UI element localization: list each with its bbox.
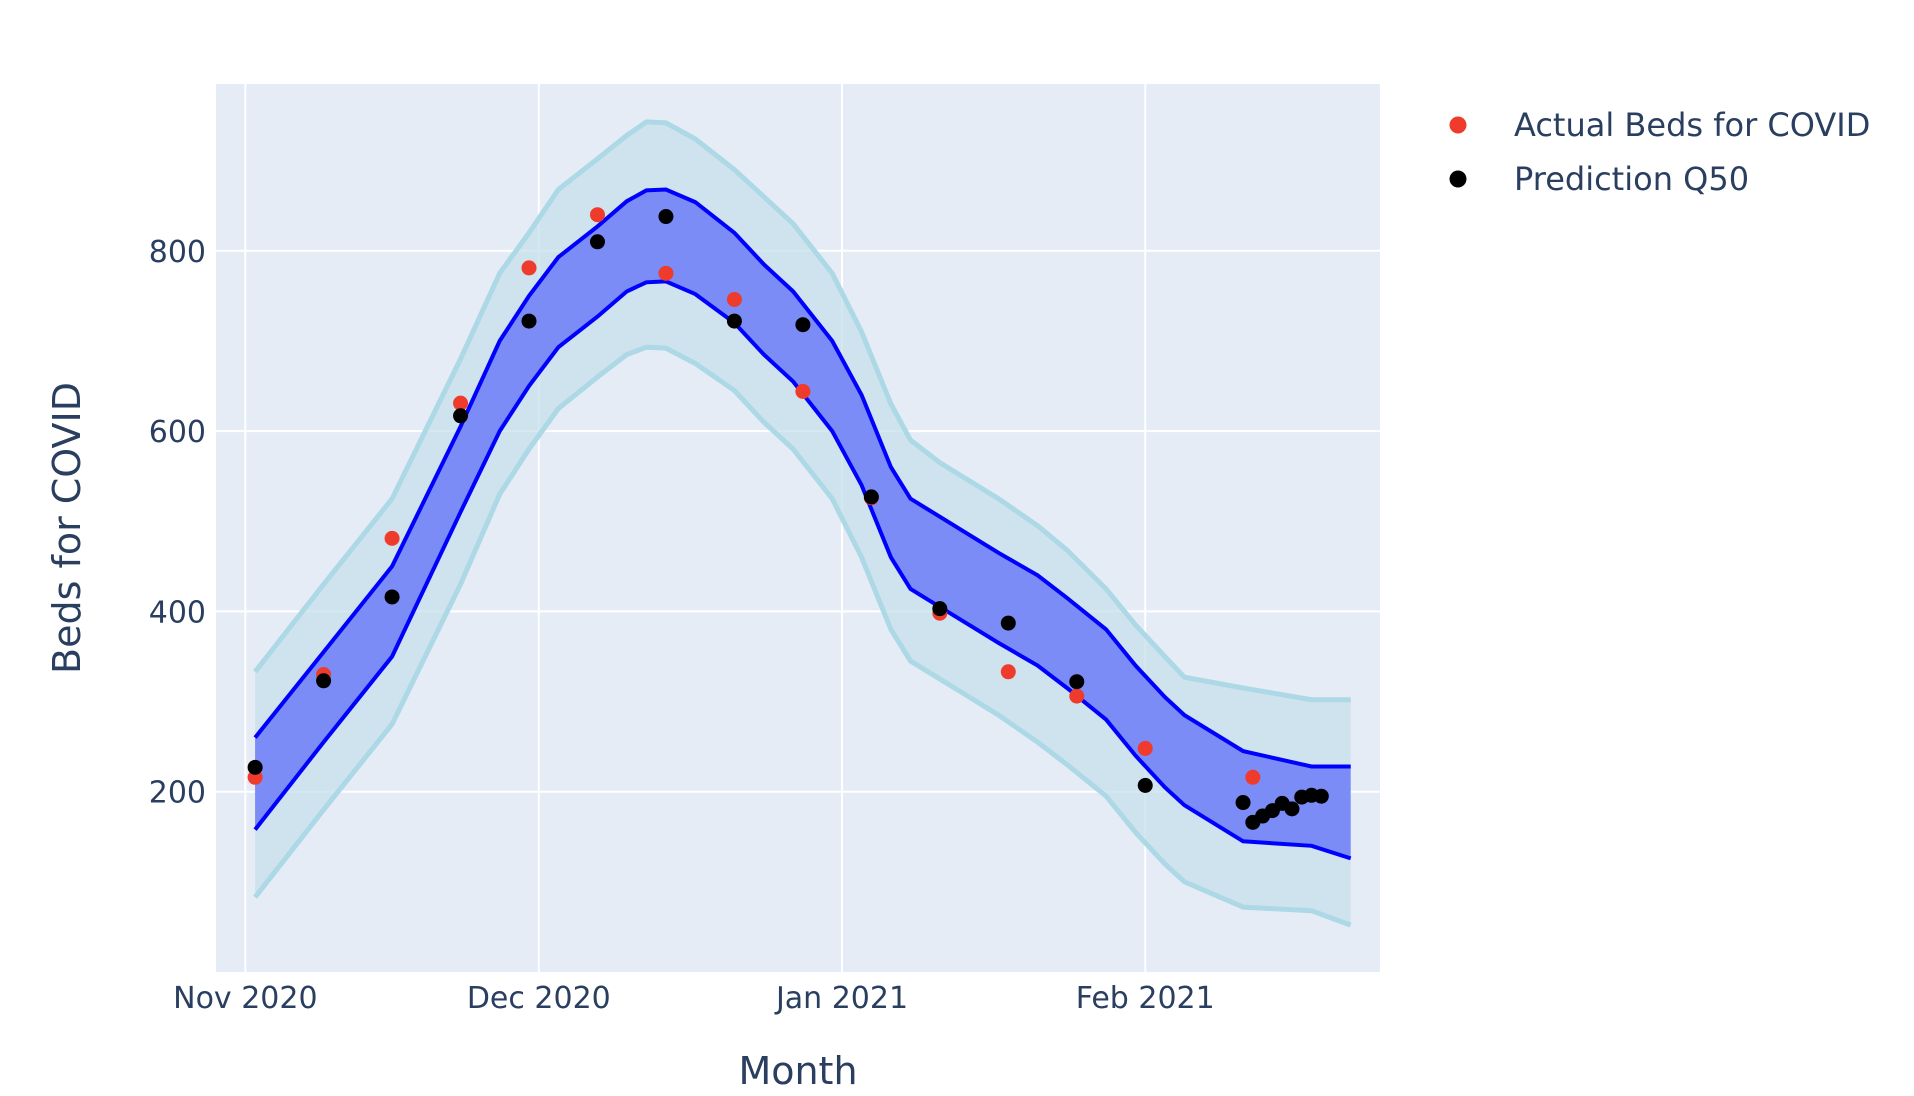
actual-point (1245, 769, 1261, 785)
prediction-point (932, 601, 948, 617)
y-tick-label: 400 (149, 595, 206, 630)
actual-point (726, 291, 742, 307)
actual-point (1000, 664, 1016, 680)
y-axis-title: Beds for COVID (45, 382, 89, 674)
prediction-point (521, 313, 537, 329)
x-tick-labels: Nov 2020 Dec 2020 Jan 2021 Feb 2021 (173, 981, 1215, 1016)
prediction-point (1284, 801, 1300, 817)
outer-upper-line (253, 119, 1351, 703)
prediction-point (1137, 777, 1153, 793)
actual-point (1137, 740, 1153, 756)
x-axis-title: Month (738, 1049, 857, 1093)
x-tick-label: Jan 2021 (774, 981, 908, 1016)
actual-point (1069, 688, 1085, 704)
prediction-point (453, 408, 469, 424)
actual-point (384, 530, 400, 546)
x-tick-label: Nov 2020 (173, 981, 317, 1016)
prediction-point (795, 317, 811, 333)
actual-point (453, 395, 469, 411)
actual-point (795, 383, 811, 399)
prediction-point (1235, 795, 1251, 811)
data-points (247, 207, 1329, 830)
inner-upper-line (253, 187, 1351, 769)
legend-label: Prediction Q50 (1514, 160, 1749, 198)
x-tick-label: Dec 2020 (467, 981, 611, 1016)
y-tick-label: 800 (149, 235, 206, 270)
legend-label: Actual Beds for COVID (1514, 106, 1870, 144)
actual-point (589, 207, 605, 223)
actual-point (521, 260, 537, 276)
prediction-point (1069, 674, 1085, 690)
prediction-point (589, 234, 605, 250)
actual-point (658, 265, 674, 281)
prediction-point (1313, 788, 1329, 804)
outer-lower-line (253, 344, 1352, 928)
prediction-point (1000, 615, 1016, 631)
legend: Actual Beds for COVID Prediction Q50 (1449, 106, 1870, 198)
prediction-point (247, 759, 263, 775)
legend-marker (1449, 170, 1467, 188)
prediction-point (316, 673, 332, 689)
y-tick-label: 600 (149, 415, 206, 450)
y-tick-labels: 200 400 600 800 (149, 235, 206, 811)
legend-marker (1449, 116, 1467, 134)
inner-lower-line (253, 279, 1352, 861)
prediction-point (658, 209, 674, 225)
y-tick-label: 200 (149, 776, 206, 811)
x-tick-label: Feb 2021 (1076, 981, 1215, 1016)
prediction-point (384, 589, 400, 605)
prediction-point (863, 489, 879, 505)
prediction-point (726, 313, 742, 329)
